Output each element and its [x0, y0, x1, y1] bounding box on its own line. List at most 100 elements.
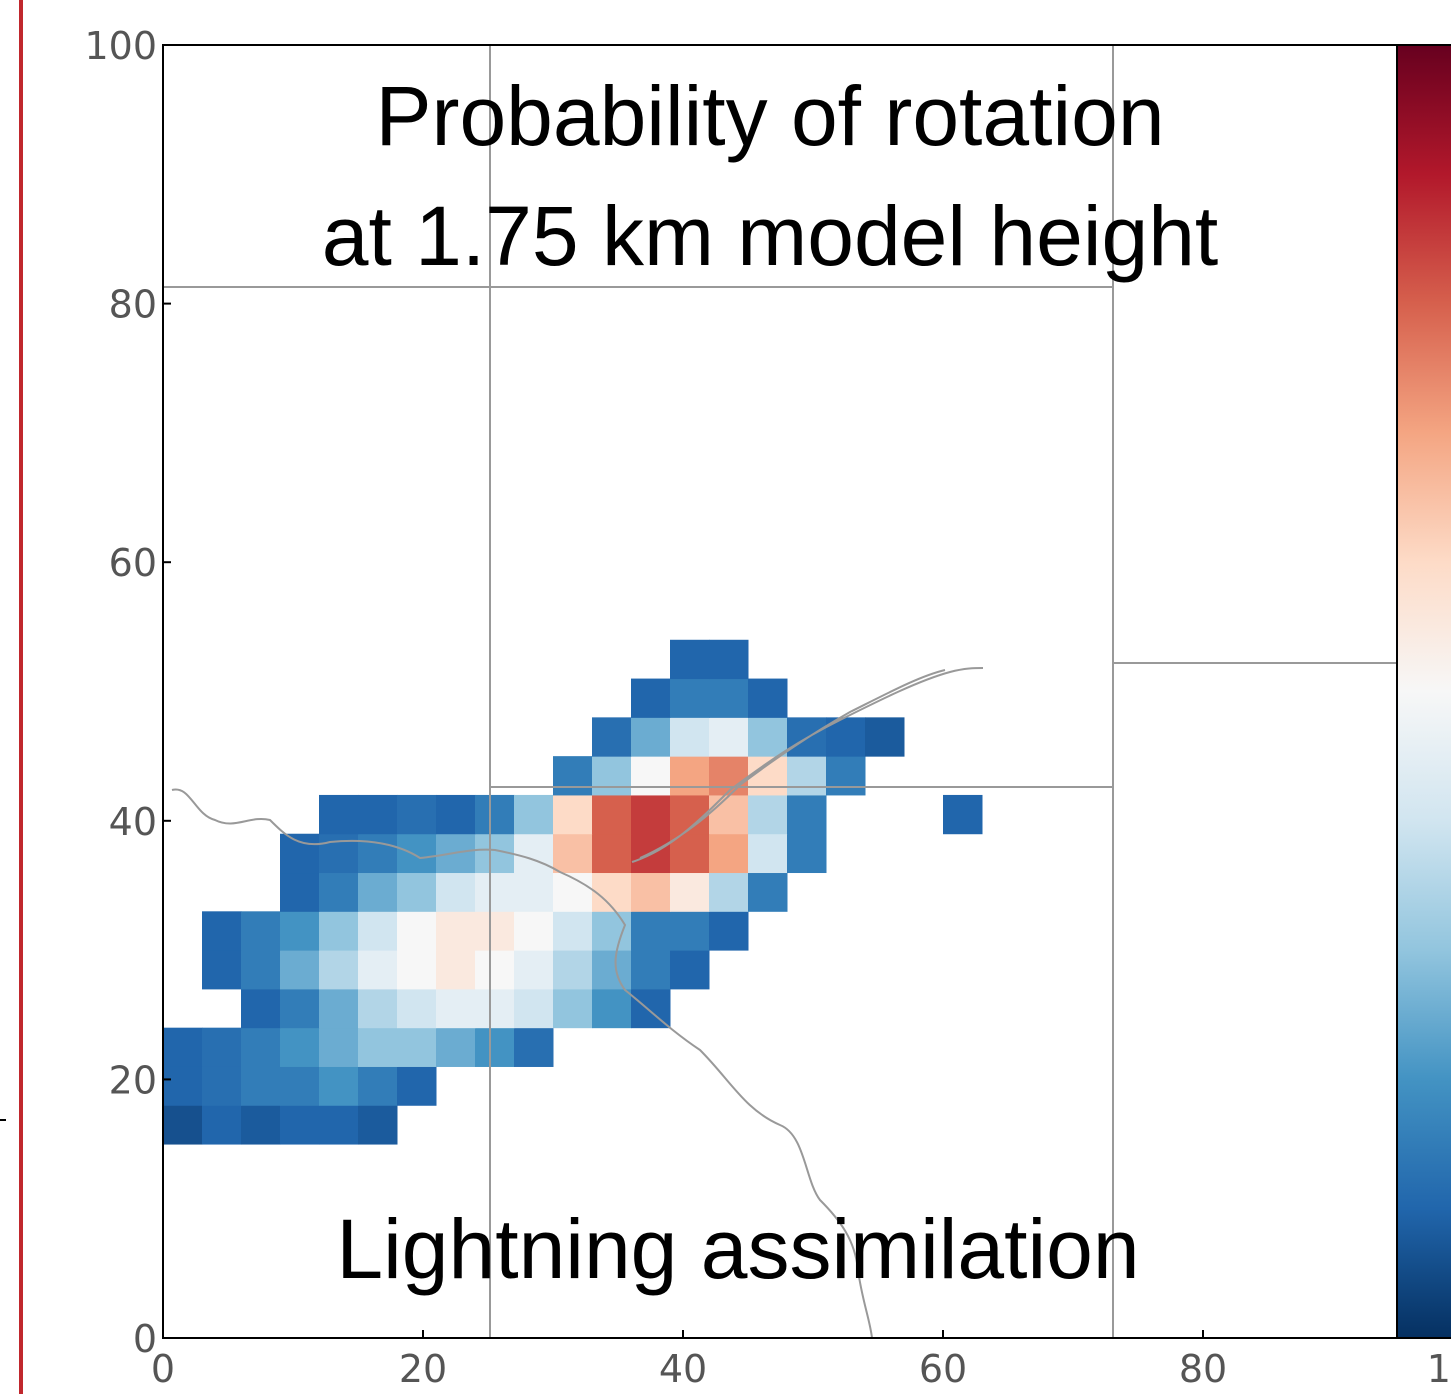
- heatmap-cell: [319, 833, 359, 874]
- heatmap-cell: [280, 833, 320, 874]
- heatmap-cell: [358, 988, 398, 1029]
- heatmap-cell: [280, 1105, 320, 1145]
- heatmap-cell: [670, 911, 710, 951]
- boundary: [163, 45, 1397, 1338]
- heatmap-cell: [319, 911, 359, 951]
- heatmap-cell: [319, 794, 359, 835]
- y-tick-label: 0: [133, 1317, 157, 1361]
- river: [171, 788, 873, 1339]
- heatmap-cell: [592, 950, 632, 990]
- heatmap-cell: [709, 639, 749, 680]
- heatmap-cell: [397, 950, 437, 990]
- heatmap-cell: [670, 950, 710, 990]
- heatmap-cell: [865, 717, 905, 757]
- heatmap-cell: [553, 988, 593, 1029]
- heatmap-cell: [670, 756, 710, 796]
- heatmap-cell: [709, 794, 749, 835]
- heatmap-cell: [631, 756, 671, 796]
- heatmap-cell: [592, 872, 632, 912]
- heatmap-cell: [436, 1027, 476, 1067]
- x-tick-label: 80: [1179, 1347, 1227, 1391]
- heatmap-cell: [436, 794, 476, 835]
- road: [631, 667, 984, 863]
- heatmap-cell: [943, 794, 983, 835]
- heatmap-cell: [319, 988, 359, 1029]
- heatmap-cell: [475, 872, 515, 912]
- heatmap-cell: [397, 872, 437, 912]
- heatmap-cell: [475, 1027, 515, 1067]
- heatmap-cell: [709, 872, 749, 912]
- heatmap-cell: [436, 950, 476, 990]
- heatmap-cell: [514, 988, 554, 1029]
- heatmap-cell: [670, 833, 710, 874]
- heatmap-cell: [592, 833, 632, 874]
- heatmap-cell: [631, 872, 671, 912]
- heatmap-cell: [748, 794, 788, 835]
- heatmap-cell: [475, 911, 515, 951]
- heatmap-cell: [319, 1066, 359, 1106]
- heatmap-cell: [280, 1027, 320, 1067]
- heatmap-cell: [592, 717, 632, 757]
- heatmap-cell: [553, 756, 593, 796]
- heatmap-cell: [709, 756, 749, 796]
- heatmap-cell: [514, 911, 554, 951]
- x-tick-label: 0: [151, 1347, 175, 1391]
- heatmap-cell: [514, 833, 554, 874]
- heatmap-cell: [748, 678, 788, 718]
- heatmap-cell: [553, 794, 593, 835]
- heatmap-cell: [670, 717, 710, 757]
- heatmap-cell: [397, 794, 437, 835]
- heatmap-cell: [631, 911, 671, 951]
- heatmap-cell: [592, 756, 632, 796]
- heatmap-cell: [163, 1105, 203, 1145]
- heatmap-cell: [670, 639, 710, 680]
- heatmap-cell: [280, 911, 320, 951]
- heatmap-cell: [709, 717, 749, 757]
- heatmap-cell: [475, 988, 515, 1029]
- x-tick-label: 40: [659, 1347, 707, 1391]
- heatmap-cell: [241, 1027, 281, 1067]
- y-tick-label: 80: [109, 283, 157, 327]
- heatmap-cell: [319, 872, 359, 912]
- heatmap-cell: [748, 717, 788, 757]
- heatmap-cell: [241, 950, 281, 990]
- title-line: at 1.75 km model height: [322, 189, 1219, 283]
- heatmap: [163, 639, 983, 1145]
- heatmap-cell: [163, 1066, 203, 1106]
- heatmap-cell: [319, 1027, 359, 1067]
- heatmap-cell: [514, 1027, 554, 1067]
- heatmap-cell: [241, 988, 281, 1029]
- heatmap-cell: [241, 1105, 281, 1145]
- heatmap-cell: [397, 911, 437, 951]
- map-lines: [163, 45, 1397, 1339]
- heatmap-cell: [280, 1066, 320, 1106]
- heatmap-cell: [241, 1066, 281, 1106]
- y-tick-label: 60: [109, 541, 157, 585]
- heatmap-cell: [436, 872, 476, 912]
- plot-frame: [162, 44, 1451, 1339]
- heatmap-cell: [670, 872, 710, 912]
- heatmap-cell: [553, 950, 593, 990]
- heatmap-cell: [280, 872, 320, 912]
- heatmap-cell: [475, 794, 515, 835]
- heatmap-cell: [514, 950, 554, 990]
- heatmap-cell: [514, 794, 554, 835]
- annotation: Lightning assimilation: [336, 1202, 1139, 1296]
- heatmap-cell: [553, 911, 593, 951]
- heatmap-cell: [358, 872, 398, 912]
- heatmap-cell: [202, 911, 242, 951]
- heatmap-cell: [670, 678, 710, 718]
- heatmap-cell: [397, 1066, 437, 1106]
- heatmap-cell: [514, 872, 554, 912]
- heatmap-cell: [592, 911, 632, 951]
- x-tick-label: 100: [1427, 1347, 1451, 1391]
- heatmap-cell: [748, 872, 788, 912]
- y-tick-label: 100: [84, 24, 157, 68]
- heatmap-cell: [397, 988, 437, 1029]
- heatmap-cell: [358, 794, 398, 835]
- heatmap-cell: [748, 833, 788, 874]
- heatmap-cell: [436, 988, 476, 1029]
- heatmap-cell: [709, 911, 749, 951]
- heatmap-cell: [631, 950, 671, 990]
